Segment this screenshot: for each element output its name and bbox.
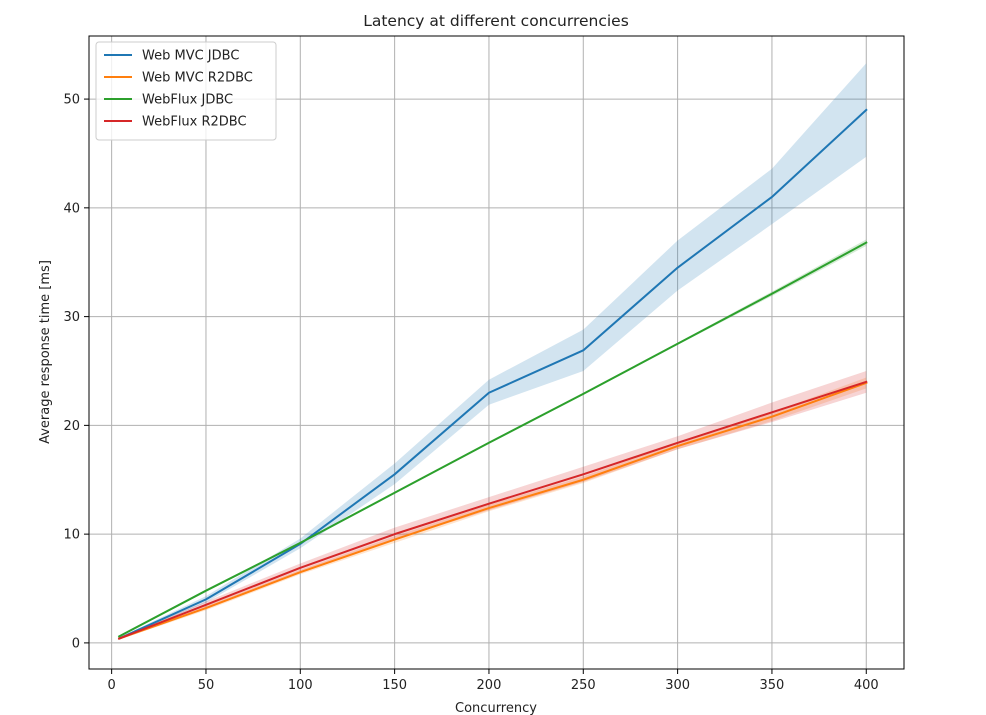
y-tick-label: 0 xyxy=(72,636,80,651)
series-line-0 xyxy=(117,108,868,640)
x-tick-label: 0 xyxy=(107,678,115,693)
x-tick-label: 250 xyxy=(571,678,596,693)
legend-label: WebFlux R2DBC xyxy=(142,115,247,130)
axis-ticks: 0 50 100 150 200 250 300 350 400 0 10 20 30 40 50 xyxy=(63,93,878,693)
x-tick-label: 50 xyxy=(198,678,215,693)
series-line-2 xyxy=(117,241,868,638)
x-tick-label: 400 xyxy=(854,678,879,693)
x-tick-label: 200 xyxy=(477,678,502,693)
x-axis-label: Concurrency xyxy=(455,701,537,715)
series-line-3 xyxy=(117,380,868,640)
series-lines xyxy=(117,108,868,640)
legend-label: Web MVC JDBC xyxy=(142,49,239,64)
y-axis-label: Average response time [ms] xyxy=(38,260,53,444)
chart-title: Latency at different concurrencies xyxy=(363,12,629,30)
x-tick-label: 150 xyxy=(382,678,407,693)
y-tick-label: 50 xyxy=(63,93,80,108)
legend: Web MVC JDBC Web MVC R2DBC WebFlux JDBC Web… xyxy=(95,41,277,141)
series-line-1 xyxy=(117,381,868,640)
legend-label: Web MVC R2DBC xyxy=(142,71,253,86)
grid xyxy=(89,36,904,669)
x-tick-label: 350 xyxy=(760,678,785,693)
legend-box xyxy=(95,41,277,141)
legend-label: WebFlux JDBC xyxy=(142,93,233,108)
x-tick-label: 100 xyxy=(288,678,313,693)
y-tick-label: 30 xyxy=(63,310,80,325)
plot-frame xyxy=(88,35,905,670)
confidence-band-3 xyxy=(119,370,867,640)
y-tick-label: 20 xyxy=(63,419,80,434)
y-tick-label: 40 xyxy=(63,201,80,216)
y-tick-label: 10 xyxy=(63,528,80,543)
x-tick-label: 300 xyxy=(665,678,690,693)
